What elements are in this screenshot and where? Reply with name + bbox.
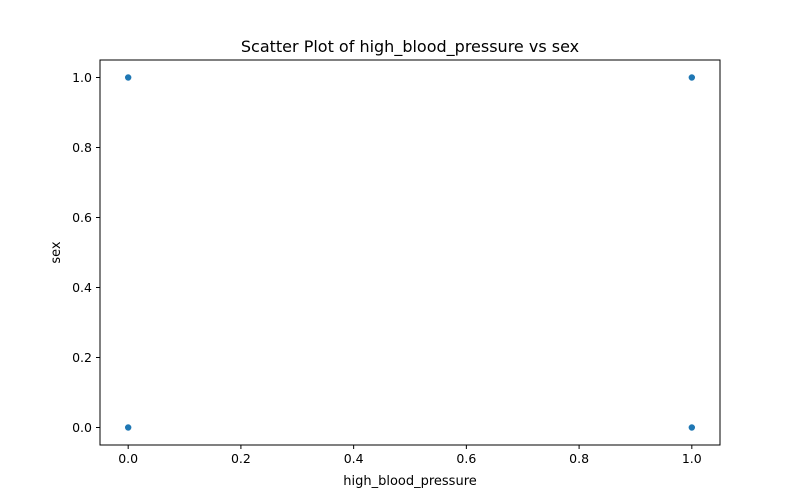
chart-title: Scatter Plot of high_blood_pressure vs s… xyxy=(241,37,579,57)
y-tick-label: 0.2 xyxy=(72,350,92,365)
x-tick-label: 0.8 xyxy=(569,451,589,466)
x-axis: 0.0 0.2 0.4 0.6 0.8 1.0 xyxy=(118,445,702,466)
scatter-point xyxy=(688,73,696,82)
y-tick-label: 0.0 xyxy=(72,420,92,435)
scatter-point xyxy=(124,73,132,82)
y-tick-label: 0.6 xyxy=(72,210,92,225)
scatter-point xyxy=(688,423,696,432)
x-tick-label: 1.0 xyxy=(682,451,702,466)
y-tick-label: 0.8 xyxy=(72,140,92,155)
x-tick-label: 0.2 xyxy=(231,451,251,466)
plot-area-frame xyxy=(99,59,721,446)
scatter-points xyxy=(124,73,696,432)
x-axis-label: high_blood_pressure xyxy=(343,474,477,489)
x-tick-label: 0.6 xyxy=(456,451,476,466)
x-tick-label: 0.0 xyxy=(118,451,138,466)
scatter-point xyxy=(124,423,132,432)
y-axis-label: sex xyxy=(49,241,64,264)
y-tick-label: 1.0 xyxy=(72,70,92,85)
y-tick-label: 0.4 xyxy=(72,280,92,295)
y-axis: 0.0 0.2 0.4 0.6 0.8 1.0 xyxy=(72,70,100,435)
x-tick-label: 0.4 xyxy=(344,451,364,466)
